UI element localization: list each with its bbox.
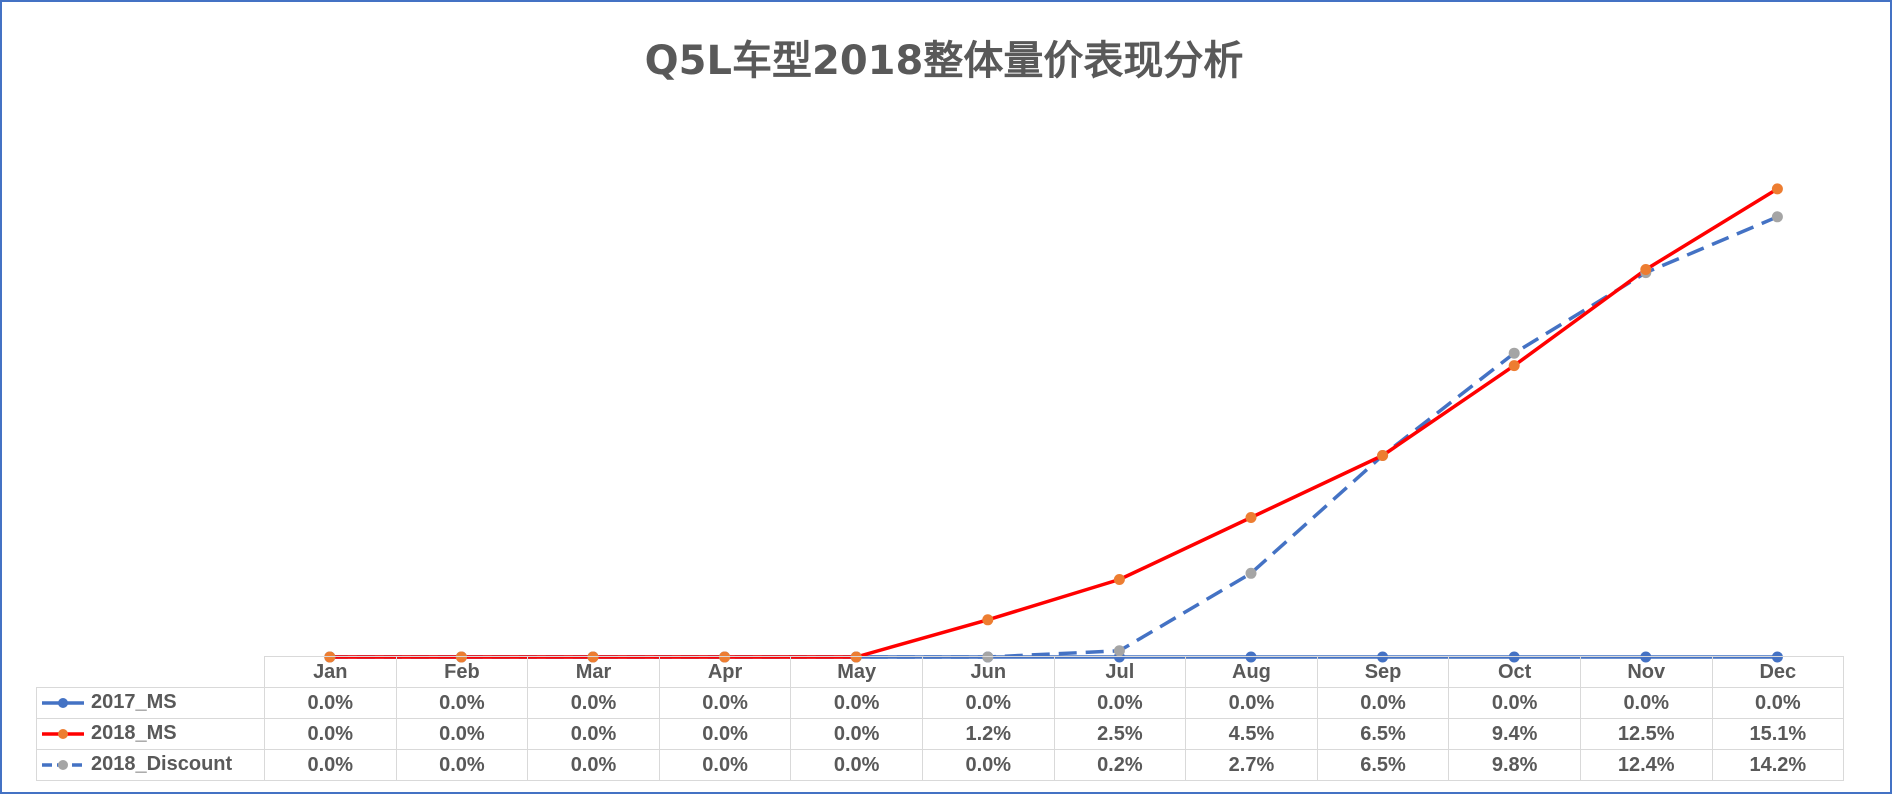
data-label: 4.5% [1185, 718, 1318, 750]
data-label: 0.0% [264, 749, 397, 781]
data-label: 9.4% [1448, 718, 1581, 750]
data-label: 0.0% [1185, 687, 1318, 719]
data-point-2018-ms-dec [1771, 183, 1783, 195]
series-line-2018-discount [329, 215, 1779, 659]
tick-label-jul: Jul [1053, 656, 1187, 688]
data-label: 14.2% [1711, 749, 1845, 781]
data-label: 0.0% [395, 718, 529, 750]
data-label: 9.8% [1448, 749, 1581, 781]
data-label: 0.0% [527, 687, 660, 719]
tick-label-nov: Nov [1579, 656, 1713, 688]
tick-label-aug: Aug [1185, 656, 1318, 688]
legend-label: 2017_MS [91, 691, 177, 714]
data-point-2018-ms-sep [1377, 450, 1389, 461]
data-label: 0.0% [527, 749, 660, 781]
tick-label-feb: Feb [395, 656, 529, 688]
data-label: 2.7% [1185, 749, 1318, 781]
data-label: 0.0% [921, 687, 1055, 719]
data-point-2018-discount-aug [1245, 567, 1257, 579]
data-point-2018-ms-nov [1640, 264, 1652, 275]
table-header-row: Jan Feb Mar Apr May Jun Jul Aug Sep Oct Nov Dec [36, 656, 1845, 688]
data-label: 1.2% [921, 718, 1055, 750]
tick-label-jan: Jan [264, 656, 397, 688]
data-point-2018-discount-jul [1113, 645, 1125, 657]
data-label: 0.0% [1316, 687, 1450, 719]
data-label: 6.5% [1316, 718, 1450, 750]
data-label: 0.2% [1053, 749, 1187, 781]
data-label: 0.0% [264, 687, 397, 719]
data-label: 0.0% [1053, 687, 1187, 719]
chart-title: Q5L车型2018整体量价表现分析 [644, 38, 1244, 84]
data-label: 0.0% [395, 749, 529, 781]
legend-key-icon [42, 729, 84, 740]
tick-label-sep: Sep [1316, 656, 1450, 688]
data-point-2018-ms-jun [982, 614, 994, 626]
data-label: 0.0% [1579, 687, 1713, 719]
legend-entry: 2017_MS [36, 687, 265, 719]
data-label: 12.5% [1579, 718, 1713, 750]
tick-label-dec: Dec [1711, 656, 1845, 688]
data-point-2018-ms-jul [1113, 574, 1125, 585]
data-label: 0.0% [658, 687, 792, 719]
data-label: 15.1% [1711, 718, 1845, 750]
legend-label: 2018_MS [91, 722, 177, 745]
table-row: 2018_MS 0.0% 0.0% 0.0% 0.0% 0.0% 1.2% 2.5% 4.5% 6… [36, 718, 1845, 750]
legend-entry: 2018_Discount [36, 749, 265, 781]
data-label: 0.0% [658, 718, 792, 750]
legend-label: 2018_Discount [91, 753, 233, 776]
tick-label-oct: Oct [1448, 656, 1581, 688]
series-line-2018-ms [329, 187, 1779, 659]
data-label: 0.0% [658, 749, 792, 781]
tick-label-jun: Jun [921, 656, 1055, 688]
data-label: 0.0% [790, 749, 923, 781]
data-point-2018-ms-oct [1508, 360, 1520, 372]
table-corner [36, 656, 265, 688]
tick-label-apr: Apr [658, 656, 792, 688]
data-label: 0.0% [790, 687, 923, 719]
data-label: 6.5% [1316, 749, 1450, 781]
data-label: 0.0% [921, 749, 1055, 781]
tick-label-may: May [790, 656, 923, 688]
table-row: 2018_Discount 0.0% 0.0% 0.0% 0.0% 0.0% 0.0% 0.2… [36, 749, 1845, 781]
data-label: 0.0% [264, 718, 397, 750]
tick-label-mar: Mar [527, 656, 660, 688]
data-point-2018-discount-dec [1771, 211, 1783, 223]
data-label: 0.0% [1711, 687, 1845, 719]
data-label: 0.0% [790, 718, 923, 750]
data-label: 12.4% [1579, 749, 1713, 781]
legend-entry: 2018_MS [36, 718, 265, 750]
data-label: 0.0% [527, 718, 660, 750]
data-point-2018-discount-oct [1508, 347, 1520, 359]
legend-key-icon [42, 760, 84, 771]
data-table: Jan Feb Mar Apr May Jun Jul Aug Sep Oct Nov Dec 2017… [36, 656, 1845, 781]
legend-key-icon [42, 698, 84, 709]
data-label: 0.0% [1448, 687, 1581, 719]
data-point-2018-ms-aug [1245, 512, 1257, 523]
data-label: 2.5% [1053, 718, 1187, 750]
table-row: 2017_MS 0.0% 0.0% 0.0% 0.0% 0.0% 0.0% 0.0% 0.0% 0… [36, 687, 1845, 719]
data-label: 0.0% [395, 687, 529, 719]
